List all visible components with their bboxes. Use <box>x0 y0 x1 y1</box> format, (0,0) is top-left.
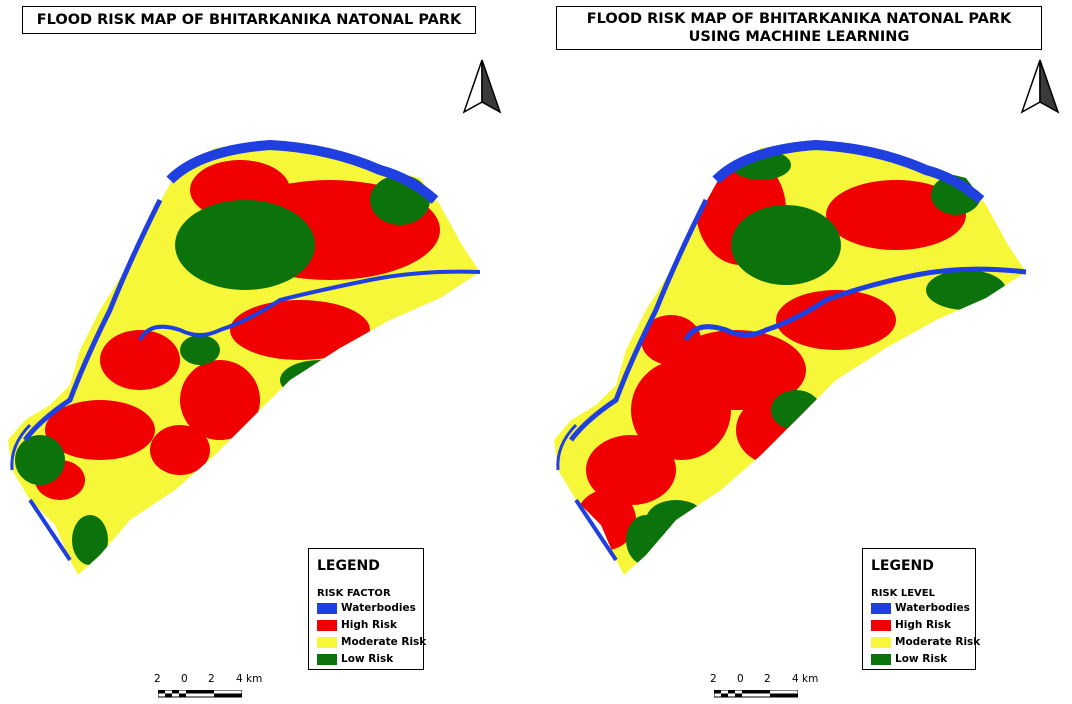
map-title: FLOOD RISK MAP OF BHITARKANIKA NATONAL P… <box>22 6 476 34</box>
legend-label: Moderate Risk <box>895 636 981 648</box>
legend-subtitle: RISK LEVEL <box>871 588 935 599</box>
scale-bar-graphic <box>714 690 798 698</box>
scale-label: 0 <box>737 673 744 685</box>
map-title: FLOOD RISK MAP OF BHITARKANIKA NATONAL P… <box>556 6 1042 50</box>
legend: LEGEND RISK FACTOR Waterbodies High Risk… <box>308 548 426 670</box>
legend-item-moderate-risk: Moderate Risk <box>317 636 426 650</box>
map-panel-risk-factor: FLOOD RISK MAP OF BHITARKANIKA NATONAL P… <box>8 6 502 703</box>
legend-label: High Risk <box>341 619 397 631</box>
swatch-moderate-risk <box>871 636 891 648</box>
legend-label: High Risk <box>895 619 951 631</box>
legend-item-low-risk: Low Risk <box>317 653 393 667</box>
legend-item-waterbodies: Waterbodies <box>871 602 970 616</box>
legend-item-moderate-risk: Moderate Risk <box>871 636 980 650</box>
scale-label: 4 km <box>792 673 819 685</box>
scale-label: 0 <box>181 673 188 685</box>
swatch-low-risk <box>871 653 891 665</box>
scale-label: 2 <box>208 673 215 685</box>
north-arrow-icon <box>462 59 502 114</box>
scale-bar: 2 0 2 4 km <box>150 673 270 703</box>
map-panel-machine-learning: FLOOD RISK MAP OF BHITARKANIKA NATONAL P… <box>536 0 1072 704</box>
legend-subtitle: RISK FACTOR <box>317 588 391 599</box>
scale-label: 2 <box>154 673 161 685</box>
legend-label: Moderate Risk <box>341 636 427 648</box>
legend-label: Low Risk <box>895 653 948 665</box>
legend-label: Waterbodies <box>341 602 416 614</box>
scale-label: 2 <box>764 673 771 685</box>
swatch-high-risk <box>871 619 891 631</box>
north-arrow-icon <box>1020 59 1060 114</box>
legend-label: Low Risk <box>341 653 394 665</box>
swatch-low-risk <box>317 653 337 665</box>
scale-bar-graphic <box>158 690 242 698</box>
swatch-waterbodies <box>871 602 891 614</box>
swatch-waterbodies <box>317 602 337 614</box>
legend-item-high-risk: High Risk <box>317 619 397 633</box>
scale-bar: 2 0 2 4 km <box>706 673 826 703</box>
legend-label: Waterbodies <box>895 602 970 614</box>
legend: LEGEND RISK LEVEL Waterbodies High Risk … <box>862 548 980 670</box>
legend-title: LEGEND <box>317 558 380 574</box>
legend-item-low-risk: Low Risk <box>871 653 947 667</box>
legend-item-waterbodies: Waterbodies <box>317 602 416 616</box>
swatch-moderate-risk <box>317 636 337 648</box>
scale-label: 2 <box>710 673 717 685</box>
flood-risk-map-right <box>554 139 1027 575</box>
swatch-high-risk <box>317 619 337 631</box>
legend-title: LEGEND <box>871 558 934 574</box>
legend-item-high-risk: High Risk <box>871 619 951 633</box>
scale-label: 4 km <box>236 673 263 685</box>
flood-risk-map-left <box>8 139 481 575</box>
